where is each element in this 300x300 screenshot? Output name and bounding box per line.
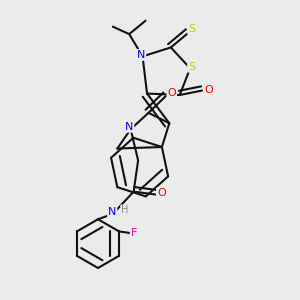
Text: N: N xyxy=(137,50,145,60)
Text: N: N xyxy=(125,122,134,132)
Text: O: O xyxy=(157,188,166,198)
Text: H: H xyxy=(121,205,128,215)
Text: N: N xyxy=(108,207,116,218)
Text: O: O xyxy=(167,88,176,98)
Text: F: F xyxy=(131,228,137,238)
Text: S: S xyxy=(188,24,195,34)
Text: O: O xyxy=(204,85,213,95)
Text: S: S xyxy=(188,62,195,72)
